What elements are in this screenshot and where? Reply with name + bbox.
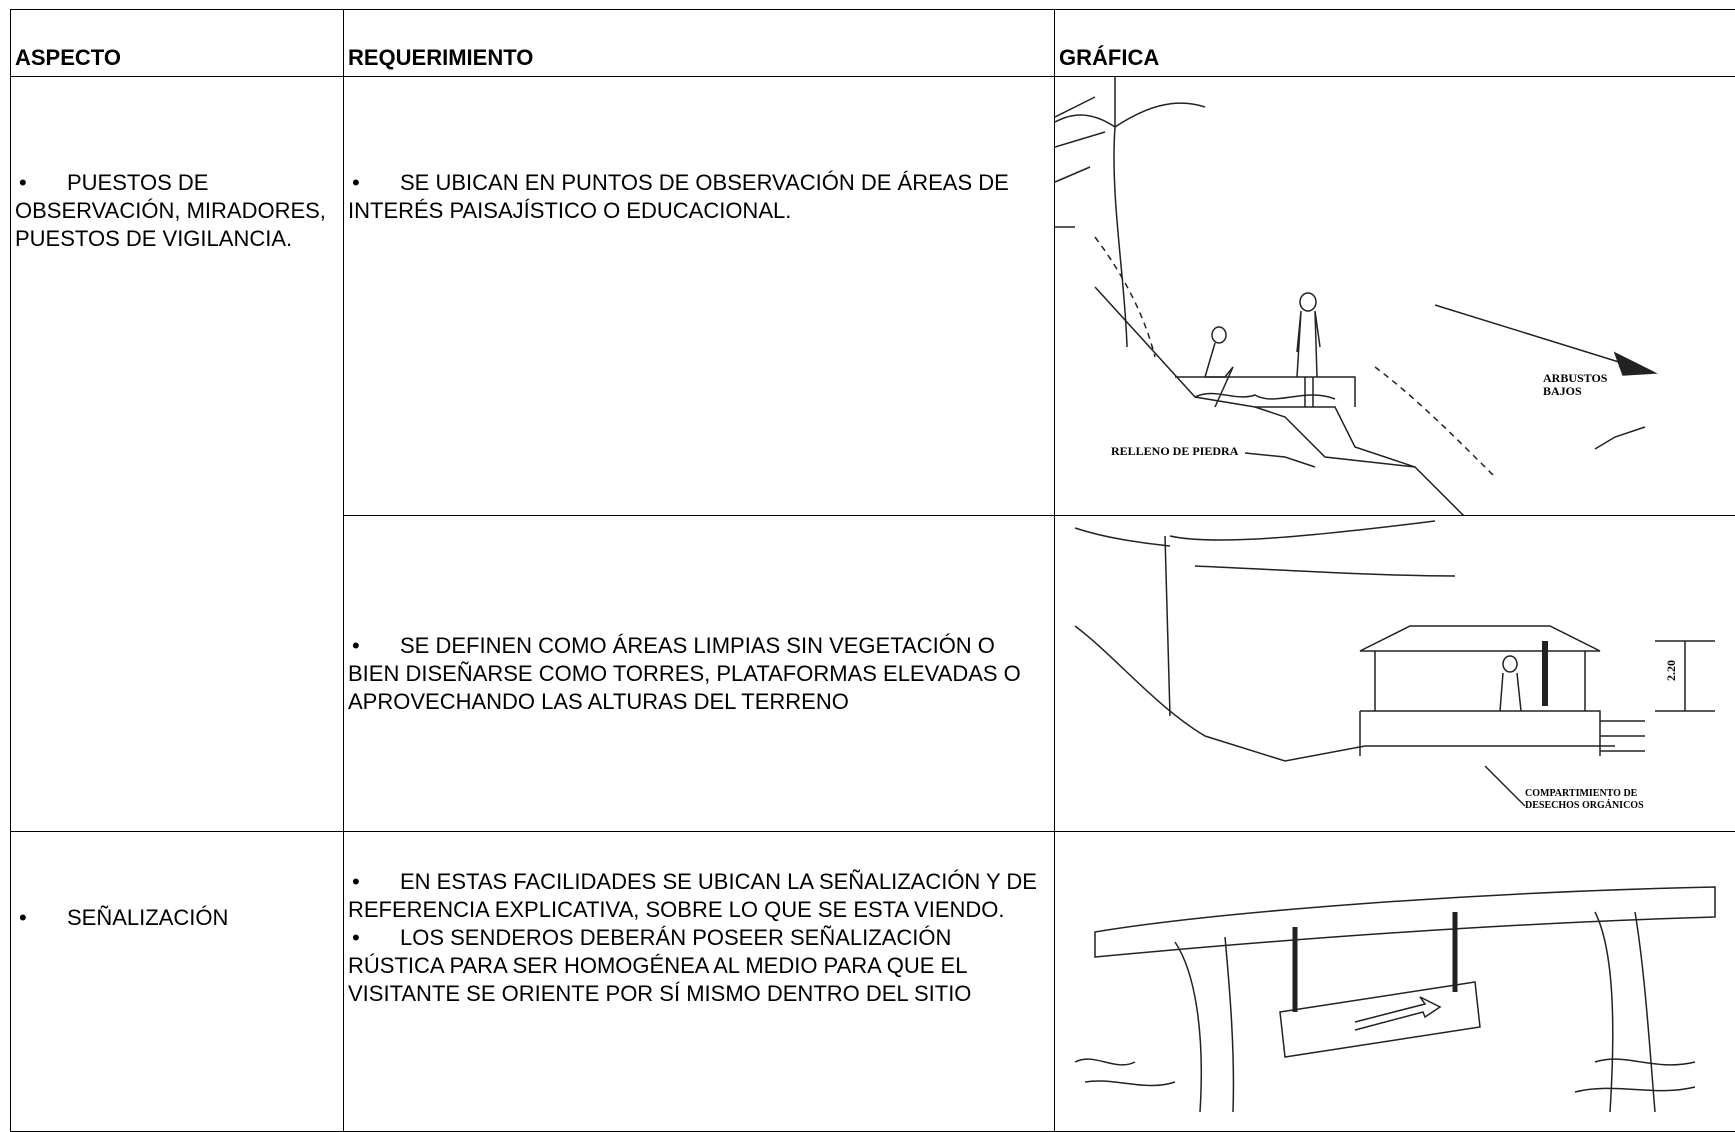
lookout-drawing: ARBUSTOS BAJOS RELLENO DE PIEDRA bbox=[1055, 77, 1735, 515]
aspect-cell: PUESTOS DE OBSERVACIÓN, MIRADORES, PUEST… bbox=[11, 77, 344, 832]
figure-label: 2.20 bbox=[1664, 660, 1678, 681]
aspect-cell: SEÑALIZACIÓN bbox=[11, 832, 344, 1132]
header-cell: ASPECTO bbox=[11, 10, 344, 77]
sign-drawing bbox=[1055, 832, 1735, 1131]
figure-label: ARBUSTOS bbox=[1543, 371, 1608, 385]
requirements-table: ASPECTO REQUERIMIENTO GRÁFICA PUESTOS DE… bbox=[10, 9, 1735, 1132]
requirement-text: SE DEFINEN COMO ÁREAS LIMPIAS SIN VEGETA… bbox=[348, 633, 1021, 714]
requirement-cell: EN ESTAS FACILIDADES SE UBICAN LA SEÑALI… bbox=[344, 832, 1055, 1132]
requirement-item: SE DEFINEN COMO ÁREAS LIMPIAS SIN VEGETA… bbox=[348, 632, 1050, 716]
tower-drawing: 2.20 COMPARTIMIENTO DE DESECHOS ORGÁNICO… bbox=[1055, 516, 1735, 831]
aspect-label: PUESTOS DE OBSERVACIÓN, MIRADORES, PUEST… bbox=[15, 170, 326, 251]
table-row: PUESTOS DE OBSERVACIÓN, MIRADORES, PUEST… bbox=[11, 77, 1735, 516]
header-row: ASPECTO REQUERIMIENTO GRÁFICA bbox=[11, 10, 1735, 77]
figure-label: RELLENO DE PIEDRA bbox=[1111, 444, 1239, 458]
header-cell: GRÁFICA bbox=[1055, 10, 1735, 77]
table-row: SEÑALIZACIÓN EN ESTAS FACILIDADES SE UBI… bbox=[11, 832, 1735, 1132]
requirement-cell: SE DEFINEN COMO ÁREAS LIMPIAS SIN VEGETA… bbox=[344, 516, 1055, 832]
aspect-label: SEÑALIZACIÓN bbox=[67, 905, 228, 930]
figure-cell: 2.20 COMPARTIMIENTO DE DESECHOS ORGÁNICO… bbox=[1055, 516, 1735, 832]
requirement-text: LOS SENDEROS DEBERÁN POSEER SEÑALIZACIÓN… bbox=[348, 925, 971, 1006]
header-cell: REQUERIMIENTO bbox=[344, 10, 1055, 77]
requirement-item: SE UBICAN EN PUNTOS DE OBSERVACIÓN DE ÁR… bbox=[348, 169, 1050, 225]
figure-cell bbox=[1055, 832, 1735, 1132]
figure-label: DESECHOS ORGÁNICOS bbox=[1525, 799, 1644, 811]
aspect-text: PUESTOS DE OBSERVACIÓN, MIRADORES, PUEST… bbox=[15, 169, 339, 253]
requirement-item: EN ESTAS FACILIDADES SE UBICAN LA SEÑALI… bbox=[348, 868, 1050, 924]
requirement-text: EN ESTAS FACILIDADES SE UBICAN LA SEÑALI… bbox=[348, 869, 1037, 922]
aspect-text: SEÑALIZACIÓN bbox=[15, 904, 339, 932]
requirement-text: SE UBICAN EN PUNTOS DE OBSERVACIÓN DE ÁR… bbox=[348, 170, 1009, 223]
requirement-item: LOS SENDEROS DEBERÁN POSEER SEÑALIZACIÓN… bbox=[348, 924, 1050, 1008]
requirement-cell: SE UBICAN EN PUNTOS DE OBSERVACIÓN DE ÁR… bbox=[344, 77, 1055, 516]
figure-label: COMPARTIMIENTO DE bbox=[1525, 788, 1638, 799]
figure-cell: ARBUSTOS BAJOS RELLENO DE PIEDRA bbox=[1055, 77, 1735, 516]
figure-label: BAJOS bbox=[1543, 384, 1582, 398]
